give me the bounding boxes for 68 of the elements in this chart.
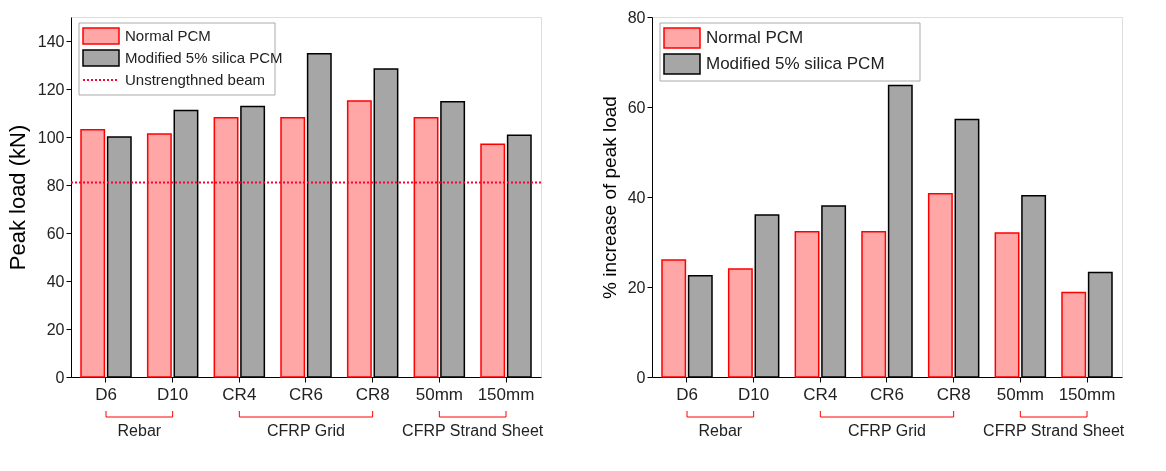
legend-label: Normal PCM bbox=[125, 27, 211, 44]
bar bbox=[506, 134, 532, 378]
bar bbox=[887, 84, 913, 378]
y-tick-label: 40 bbox=[627, 188, 646, 206]
bar bbox=[1021, 194, 1047, 378]
x-tick-label: CR8 bbox=[355, 384, 390, 404]
bar bbox=[754, 214, 780, 378]
y-tick-label: 20 bbox=[627, 278, 646, 296]
bar bbox=[240, 105, 266, 378]
legend-label: Modified 5% silica PCM bbox=[125, 49, 283, 66]
bar bbox=[1061, 291, 1087, 378]
x-tick-label: 150mm bbox=[477, 384, 535, 404]
text: CFRP Strand Sheet bbox=[402, 422, 544, 439]
text: CFRP Grid bbox=[848, 422, 926, 439]
bar bbox=[106, 136, 132, 378]
legend-label: Modified 5% silica PCM bbox=[706, 54, 885, 73]
y-tick-label: 60 bbox=[46, 224, 65, 242]
y-tick-label: 80 bbox=[627, 8, 646, 26]
x-tick-label: D10 bbox=[738, 384, 770, 404]
bar bbox=[440, 100, 466, 378]
bar bbox=[727, 268, 753, 378]
bar bbox=[306, 52, 332, 378]
bar bbox=[280, 117, 306, 378]
bar bbox=[954, 118, 980, 378]
bar bbox=[661, 259, 687, 378]
bar bbox=[173, 109, 199, 378]
bar bbox=[480, 143, 506, 378]
y-axis-title: % increase of peak load bbox=[598, 96, 620, 299]
x-tick-label: D10 bbox=[157, 384, 189, 404]
bar bbox=[413, 117, 439, 378]
legend-label: Normal PCM bbox=[706, 28, 804, 47]
y-tick-label: 0 bbox=[55, 368, 65, 386]
bar bbox=[373, 68, 399, 378]
x-tick-label: D6 bbox=[676, 384, 698, 404]
y-tick-label: 60 bbox=[627, 98, 646, 116]
x-tick-label: CR6 bbox=[869, 384, 905, 404]
bar bbox=[821, 205, 847, 378]
bar bbox=[927, 193, 953, 378]
bar bbox=[80, 129, 106, 378]
x-tick-label: 150mm bbox=[1058, 384, 1116, 404]
x-tick-label: CR6 bbox=[288, 384, 324, 404]
x-tick-label: D6 bbox=[95, 384, 117, 404]
bar bbox=[687, 275, 713, 378]
text: Rebar bbox=[117, 422, 162, 439]
text: CFRP Strand Sheet bbox=[983, 422, 1125, 439]
x-tick-label: 50mm bbox=[415, 384, 463, 404]
x-tick-label: CR4 bbox=[803, 384, 838, 404]
bar bbox=[1087, 271, 1113, 378]
bar bbox=[794, 230, 820, 378]
x-tick-label: 50mm bbox=[996, 384, 1044, 404]
text: CFRP Grid bbox=[267, 422, 345, 439]
bar bbox=[146, 133, 172, 378]
y-tick-label: 140 bbox=[37, 32, 65, 50]
bar bbox=[994, 232, 1020, 378]
text: Rebar bbox=[698, 422, 743, 439]
bar bbox=[861, 230, 887, 378]
y-tick-label: 80 bbox=[46, 176, 65, 194]
y-tick-label: 20 bbox=[46, 320, 65, 338]
y-axis-title: Peak load (kN) bbox=[4, 124, 30, 271]
legend-label: Unstrengthned beam bbox=[125, 71, 266, 88]
y-tick-label: 40 bbox=[46, 272, 65, 290]
y-tick-label: 0 bbox=[636, 368, 646, 386]
x-tick-label: CR4 bbox=[222, 384, 257, 404]
y-tick-label: 120 bbox=[37, 80, 65, 98]
x-tick-label: CR8 bbox=[936, 384, 971, 404]
y-tick-label: 100 bbox=[37, 128, 65, 146]
bar bbox=[213, 117, 239, 378]
bar bbox=[346, 100, 372, 378]
